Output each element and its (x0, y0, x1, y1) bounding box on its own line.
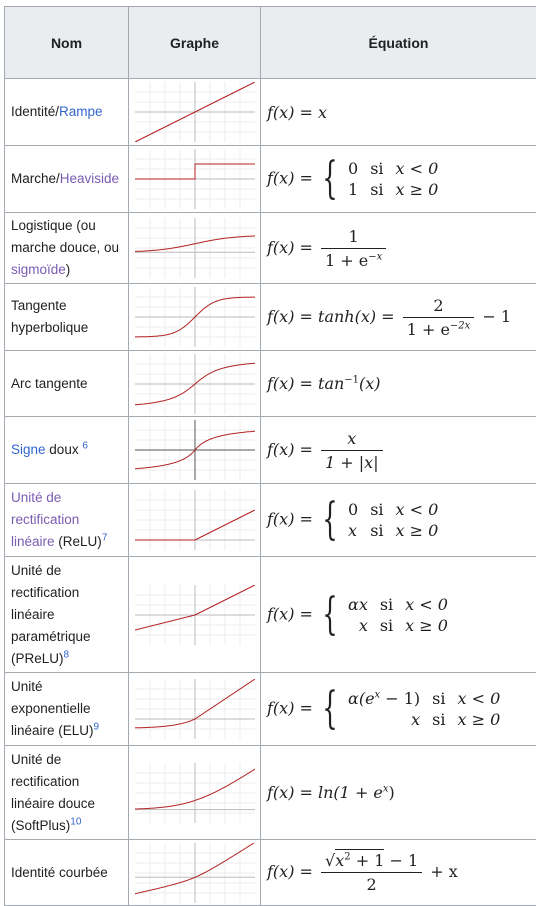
row-name: Unité de rectification linéaire (ReLU)7 (5, 484, 129, 557)
table-row: Unité de rectification linéaire douce (S… (5, 746, 536, 840)
row-graph (129, 746, 261, 840)
equation-lhs: f(x) = (267, 169, 313, 188)
relu-graph[interactable] (135, 490, 255, 550)
heaviside-link[interactable]: Heaviside (60, 171, 119, 186)
row-name: Unité exponentielle linéaire (ELU)9 (5, 673, 129, 746)
tanh-graph[interactable] (135, 287, 255, 347)
softsign-graph[interactable] (135, 420, 255, 480)
table-row: Arc tangente f(x) = tan−1(x) (5, 351, 536, 417)
reference-10[interactable]: 10 (70, 816, 81, 827)
identity-graph[interactable] (135, 82, 255, 142)
heaviside-graph[interactable] (135, 149, 255, 209)
row-name: Unité de rectification linéaire douce (S… (5, 746, 129, 840)
row-graph (129, 484, 261, 557)
table-row: Identité/Rampe f(x) = x (5, 79, 536, 146)
logistic-graph[interactable] (135, 218, 255, 278)
row-name: Logistique (ou marche douce, ou sigmoïde… (5, 213, 129, 284)
arctan-graph[interactable] (135, 354, 255, 414)
reference-7[interactable]: 7 (102, 533, 108, 544)
row-name: Signe doux 6 (5, 417, 129, 484)
equation-text: f(x) = x (267, 103, 327, 122)
row-graph (129, 284, 261, 351)
signe-link[interactable]: Signe (11, 442, 46, 457)
table-row: Logistique (ou marche douce, ou sigmoïde… (5, 213, 536, 284)
row-graph (129, 840, 261, 906)
function-curve (135, 164, 255, 179)
softplus-graph[interactable] (135, 763, 255, 823)
row-equation: f(x) = ln(1 + ex) (261, 746, 536, 840)
activation-functions-table: Nom Graphe Équation Identité/Rampe f(x) … (4, 6, 536, 906)
bent-identity-graph[interactable] (135, 843, 255, 903)
sigmoide-link[interactable]: sigmoïde (11, 262, 66, 277)
reference-8[interactable]: 8 (64, 649, 70, 660)
row-name: Marche/Heaviside (5, 146, 129, 213)
header-row: Nom Graphe Équation (5, 7, 536, 79)
row-graph (129, 351, 261, 417)
row-name: Unité de rectification linéaire paramétr… (5, 557, 129, 673)
elu-graph[interactable] (135, 679, 255, 739)
reference-9[interactable]: 9 (94, 722, 100, 733)
header-name[interactable]: Nom (5, 7, 129, 79)
row-name: Identité courbée (5, 840, 129, 906)
table-row: Unité de rectification linéaire (ReLU)7 … (5, 484, 536, 557)
row-name: Arc tangente (5, 351, 129, 417)
rampe-link[interactable]: Rampe (59, 104, 103, 119)
row-equation: f(x) = tan−1(x) (261, 351, 536, 417)
row-equation: f(x) = x (261, 79, 536, 146)
header-equation[interactable]: Équation (261, 7, 536, 79)
table-row: Unité exponentielle linéaire (ELU)9 f(x)… (5, 673, 536, 746)
reference-6[interactable]: 6 (82, 441, 88, 452)
row-graph (129, 673, 261, 746)
table-row: Unité de rectification linéaire paramétr… (5, 557, 536, 673)
row-graph (129, 417, 261, 484)
row-name: Tangente hyperbolique (5, 284, 129, 351)
prelu-graph[interactable] (135, 585, 255, 645)
row-graph (129, 557, 261, 673)
row-graph (129, 79, 261, 146)
row-graph (129, 213, 261, 284)
header-graph[interactable]: Graphe (129, 7, 261, 79)
row-graph (129, 146, 261, 213)
table-row: Tangente hyperbolique f(x) = tanh(x) = 2… (5, 284, 536, 351)
row-name: Identité/Rampe (5, 79, 129, 146)
